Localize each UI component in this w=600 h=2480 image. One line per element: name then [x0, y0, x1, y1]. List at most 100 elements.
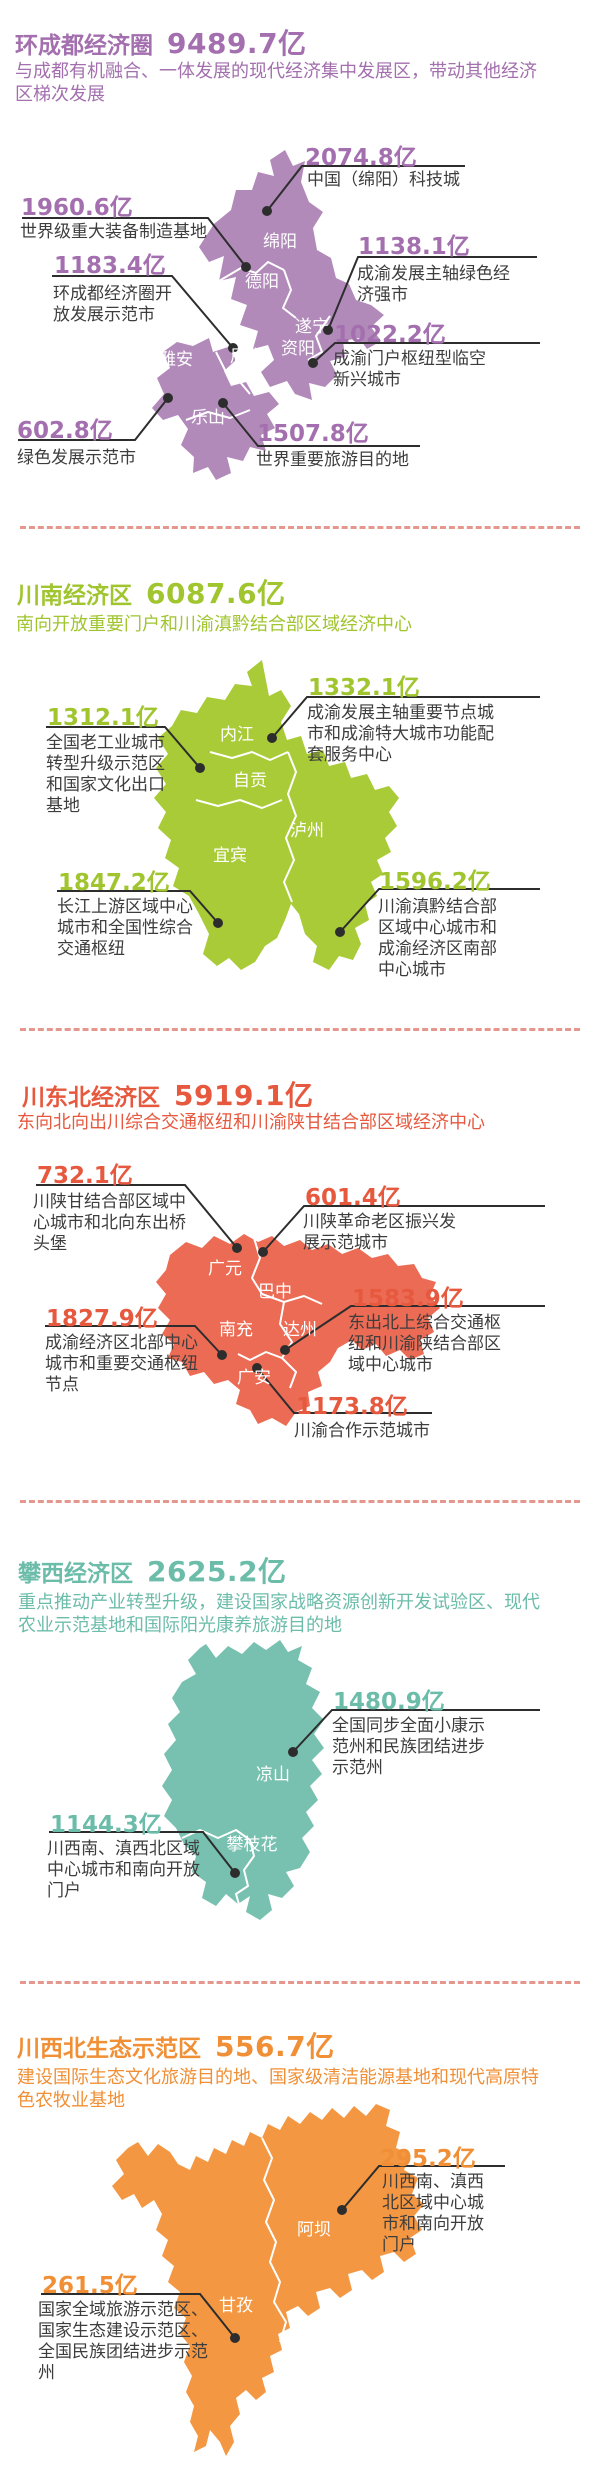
- callout-label: 川渝滇黔结合部区域中心城市和成渝经济区南部中心城市: [378, 897, 497, 980]
- city-border: [181, 1829, 255, 1909]
- callout-label: 川陕革命老区振兴发展示范城市: [303, 1212, 456, 1253]
- callout-label: 世界重要旅游目的地: [256, 450, 409, 470]
- section-subtitle: 重点推动产业转型升级，建设国家战略资源创新开发试验区、现代农业示范基地和国际阳光…: [18, 1592, 540, 1636]
- callout-dot: [241, 262, 251, 272]
- callout-leader-line: [52, 275, 234, 349]
- section-title: 川南经济区: [17, 583, 132, 609]
- city-label: 遂宁: [295, 317, 329, 337]
- map-chuanxibei: 阿坝 甘孜: [41, 2104, 505, 2456]
- callout-value: 1827.9亿: [46, 1306, 158, 1332]
- city-label: 甘孜: [219, 2296, 253, 2316]
- callout-label: 成渝门户枢纽型临空新兴城市: [333, 349, 486, 390]
- callout-value: 1022.2亿: [334, 322, 446, 348]
- city-border: [283, 751, 297, 903]
- section-title: 环成都经济圈: [15, 33, 153, 59]
- section-subtitle: 南向开放重要门户和川渝滇黔结合部区域经济中心: [16, 614, 412, 635]
- map-region-south: [152, 338, 279, 480]
- city-border: [261, 1293, 323, 1305]
- map-chengdu-ring: 绵阳 德阳 遂宁 资阳 雅安 眉山 乐山: [18, 150, 540, 480]
- section-total-value: 5919.1亿: [174, 1079, 314, 1112]
- callout-value: 1847.2亿: [58, 870, 170, 896]
- map-chuandongbei: 广元 巴中 南充 达州 广安: [36, 1184, 545, 1426]
- city-label: 乐山: [191, 408, 225, 428]
- callout-label: 长江上游区域中心城市和全国性综合交通枢纽: [57, 897, 193, 959]
- callout-leader-line: [312, 342, 540, 364]
- callout-value: 1596.2亿: [379, 869, 491, 895]
- callout-dot: [335, 927, 345, 937]
- callout-leader-line: [49, 1831, 236, 1874]
- callout-value: 732.1亿: [37, 1163, 133, 1189]
- callout-value: 1332.1亿: [308, 675, 420, 701]
- callout-value: 261.5亿: [42, 2273, 138, 2299]
- callout-value: 2074.8亿: [305, 145, 417, 171]
- city-label: 宜宾: [213, 846, 247, 866]
- callout-dot: [230, 2333, 240, 2343]
- city-label: 资阳: [281, 339, 315, 359]
- city-border: [209, 751, 289, 761]
- callout-value: 1312.1亿: [47, 705, 159, 731]
- section-subtitle: 与成都有机融合、一体发展的现代经济集中发展区，带动其他经济区梯次发展: [15, 61, 537, 105]
- callout-label: 世界级重大装备制造基地: [20, 222, 207, 242]
- city-border: [195, 799, 283, 809]
- city-label: 绵阳: [263, 232, 297, 252]
- callout-value: 1138.1亿: [358, 234, 470, 260]
- callout-dot: [232, 1243, 242, 1253]
- callout-dot: [308, 358, 318, 368]
- callout-label: 东出北上综合交通枢纽和川渝陕结合部区域中心城市: [348, 1313, 501, 1375]
- section-header: 川东北经济区 5919.1亿: [22, 1074, 314, 1114]
- city-label: 泸州: [290, 821, 324, 841]
- city-label: 雅安: [159, 350, 193, 370]
- callout-leader-line: [256, 1367, 432, 1414]
- callout-value: 295.2亿: [380, 2146, 476, 2172]
- callout-value: 1480.9亿: [333, 1689, 445, 1715]
- callout-dot: [228, 343, 238, 353]
- callout-dot: [217, 1350, 227, 1360]
- callout-leader-line: [339, 888, 540, 933]
- city-border: [185, 409, 251, 421]
- callout-dot: [218, 398, 228, 408]
- callout-leader-line: [41, 2293, 236, 2339]
- callout-label: 川渝合作示范城市: [294, 1421, 430, 1441]
- callout-dot: [262, 206, 272, 216]
- callout-label: 川陕甘结合部区域中心城市和北向东出桥头堡: [33, 1192, 186, 1254]
- city-border: [215, 351, 251, 395]
- callout-leader-line: [22, 217, 247, 268]
- city-label: 内江: [220, 725, 254, 745]
- callout-label: 国家全域旅游示范区、国家生态建设示范区、全国民族团结进步示范州: [38, 2300, 208, 2383]
- section-divider: [20, 1028, 580, 1031]
- callout-dot: [288, 1747, 298, 1757]
- callout-value: 602.8亿: [17, 418, 113, 444]
- callout-leader-line: [341, 2165, 505, 2211]
- section-divider: [20, 1981, 580, 1984]
- city-label: 自贡: [233, 771, 267, 791]
- city-label: 德阳: [245, 272, 279, 292]
- callout-value: 1144.3亿: [50, 1812, 162, 1838]
- callout-value: 1960.6亿: [21, 195, 133, 221]
- callout-label: 成渝发展主轴重要节点城市和成渝特大城市功能配套服务中心: [307, 703, 494, 765]
- callout-dot: [230, 1868, 240, 1878]
- city-label: 达州: [283, 1320, 317, 1340]
- callout-value: 1583.9亿: [352, 1286, 464, 1312]
- section-header: 川南经济区 6087.6亿: [17, 572, 286, 612]
- callout-value: 1173.8亿: [296, 1394, 408, 1420]
- map-region-north: [199, 150, 384, 400]
- callout-label: 绿色发展示范市: [17, 448, 136, 468]
- callout-dot: [195, 763, 205, 773]
- callout-label: 全国老工业城市转型升级示范区和国家文化出口基地: [46, 733, 165, 816]
- callout-label: 环成都经济圈开放发展示范市: [53, 284, 172, 325]
- map-region: [162, 1640, 324, 1920]
- city-label: 眉山: [230, 347, 264, 367]
- callout-label: 川西南、滇西北区域中心城市和南向开放门户: [47, 1839, 200, 1901]
- callout-leader-line: [18, 397, 169, 441]
- callout-leader-line: [45, 1325, 223, 1356]
- city-label: 攀枝花: [227, 1835, 278, 1855]
- city-label: 凉山: [256, 1765, 290, 1785]
- section-total-value: 6087.6亿: [146, 577, 286, 610]
- section-divider: [20, 526, 580, 529]
- callout-label: 成渝发展主轴绿色经济强市: [357, 264, 510, 305]
- map-region: [156, 1234, 440, 1426]
- city-label: 阿坝: [297, 2220, 331, 2240]
- callout-dot: [267, 733, 277, 743]
- callout-value: 601.4亿: [305, 1185, 401, 1211]
